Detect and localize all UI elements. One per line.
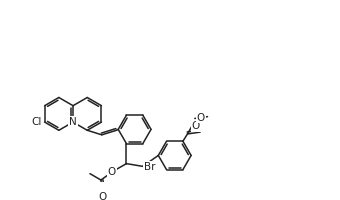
Text: O: O: [99, 192, 107, 200]
Text: O: O: [191, 121, 200, 131]
Text: O: O: [197, 113, 205, 123]
Text: O: O: [108, 167, 116, 177]
Text: Cl: Cl: [32, 117, 42, 127]
Text: Br: Br: [144, 162, 155, 172]
Text: N: N: [69, 117, 77, 127]
